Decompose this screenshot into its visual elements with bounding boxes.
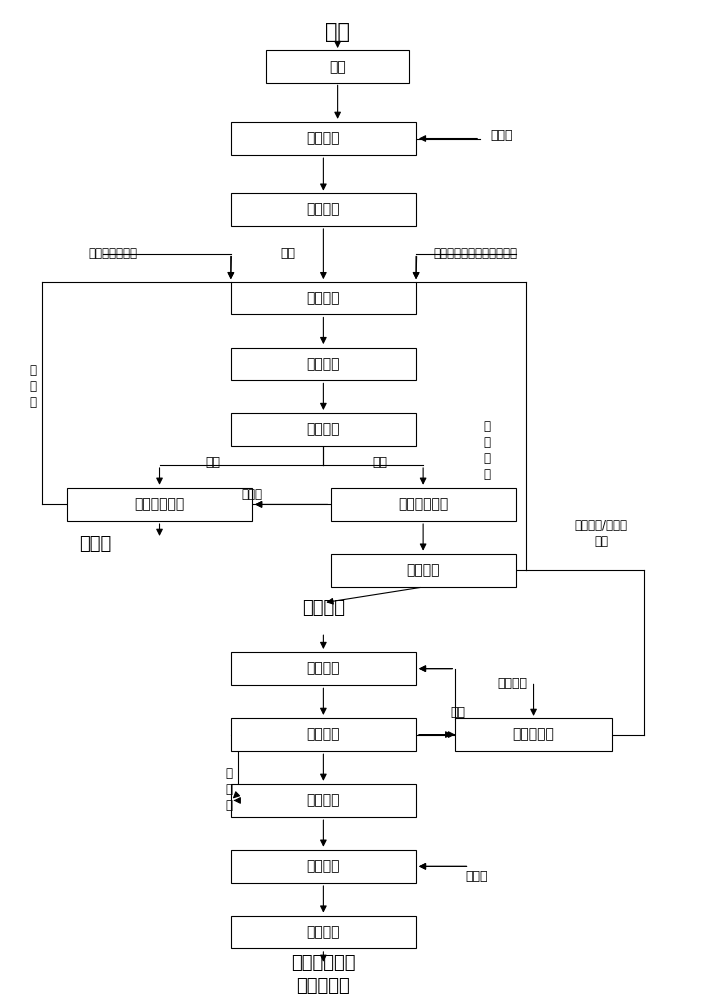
Text: 添加剂: 添加剂 [491, 129, 513, 142]
Text: 氢气: 氢气 [450, 706, 465, 719]
Text: 二氧化碳: 二氧化碳 [497, 677, 527, 690]
Bar [230, 916, 416, 948]
Bar [230, 784, 416, 817]
Bar [330, 554, 516, 587]
Text: 破碑: 破碑 [330, 60, 346, 74]
Text: 氧化焙烧: 氧化焙烧 [307, 202, 340, 216]
Text: 混和配料: 混和配料 [307, 132, 340, 146]
Text: 洗洤水: 洗洤水 [466, 870, 488, 883]
Bar [330, 488, 516, 521]
Bar [67, 488, 252, 521]
Text: （补充）新鲜水: （补充）新鲜水 [89, 247, 138, 260]
Bar [230, 348, 416, 380]
Text: 浸洗脱碱: 浸洗脱碱 [307, 728, 340, 742]
Bar [230, 718, 416, 751]
Text: 洸出渣: 洸出渣 [79, 535, 111, 553]
Text: 譜发冷却结晶: 譜发冷却结晶 [398, 497, 448, 511]
Bar [230, 282, 416, 314]
Text: 结
晶
母
液: 结 晶 母 液 [484, 420, 490, 481]
Text: 洗
泵
液: 洗 泵 液 [226, 767, 233, 812]
Text: 洗洤水: 洗洤水 [242, 488, 263, 501]
Bar [230, 193, 416, 226]
Text: 碳碱浸出: 碳碱浸出 [307, 357, 340, 371]
Text: 五氧化二钒或
三氧化二钒: 五氧化二钒或 三氧化二钒 [291, 954, 355, 995]
Text: 焙砂: 焙砂 [280, 247, 295, 260]
Bar [230, 652, 416, 685]
Text: 加压碳酸化: 加压碳酸化 [513, 728, 554, 742]
Text: 液固分离: 液固分离 [307, 423, 340, 437]
Bar [230, 413, 416, 446]
Text: 液固分离: 液固分离 [406, 563, 440, 577]
Text: 偏钒酸钓: 偏钒酸钓 [302, 599, 345, 617]
Bar [230, 122, 416, 155]
Text: （补充）碳酸钓或碳酸氢钓: （补充）碳酸钓或碳酸氢钓 [434, 247, 518, 260]
Text: 洗
泵
液: 洗 泵 液 [29, 364, 36, 409]
Text: 洗洤脱盐: 洗洤脱盐 [307, 859, 340, 873]
Bar [455, 718, 612, 751]
Bar [266, 50, 409, 83]
Bar [230, 850, 416, 883]
Text: 干燥破碑: 干燥破碑 [307, 925, 340, 939]
Text: 碳酸氢钓/碳酸钓
溶液: 碳酸氢钓/碳酸钓 溶液 [574, 519, 628, 548]
Text: 多级逆流洗洤: 多级逆流洗洤 [134, 497, 185, 511]
Text: 钒渣: 钒渣 [325, 22, 350, 42]
Text: 浸液: 浸液 [373, 456, 388, 469]
Text: 混和配料: 混和配料 [307, 291, 340, 305]
Text: 气氛焙烧: 气氛焙烧 [307, 793, 340, 807]
Text: 氢气还原: 氢气还原 [307, 662, 340, 676]
Text: 浸渣: 浸渣 [205, 456, 220, 469]
